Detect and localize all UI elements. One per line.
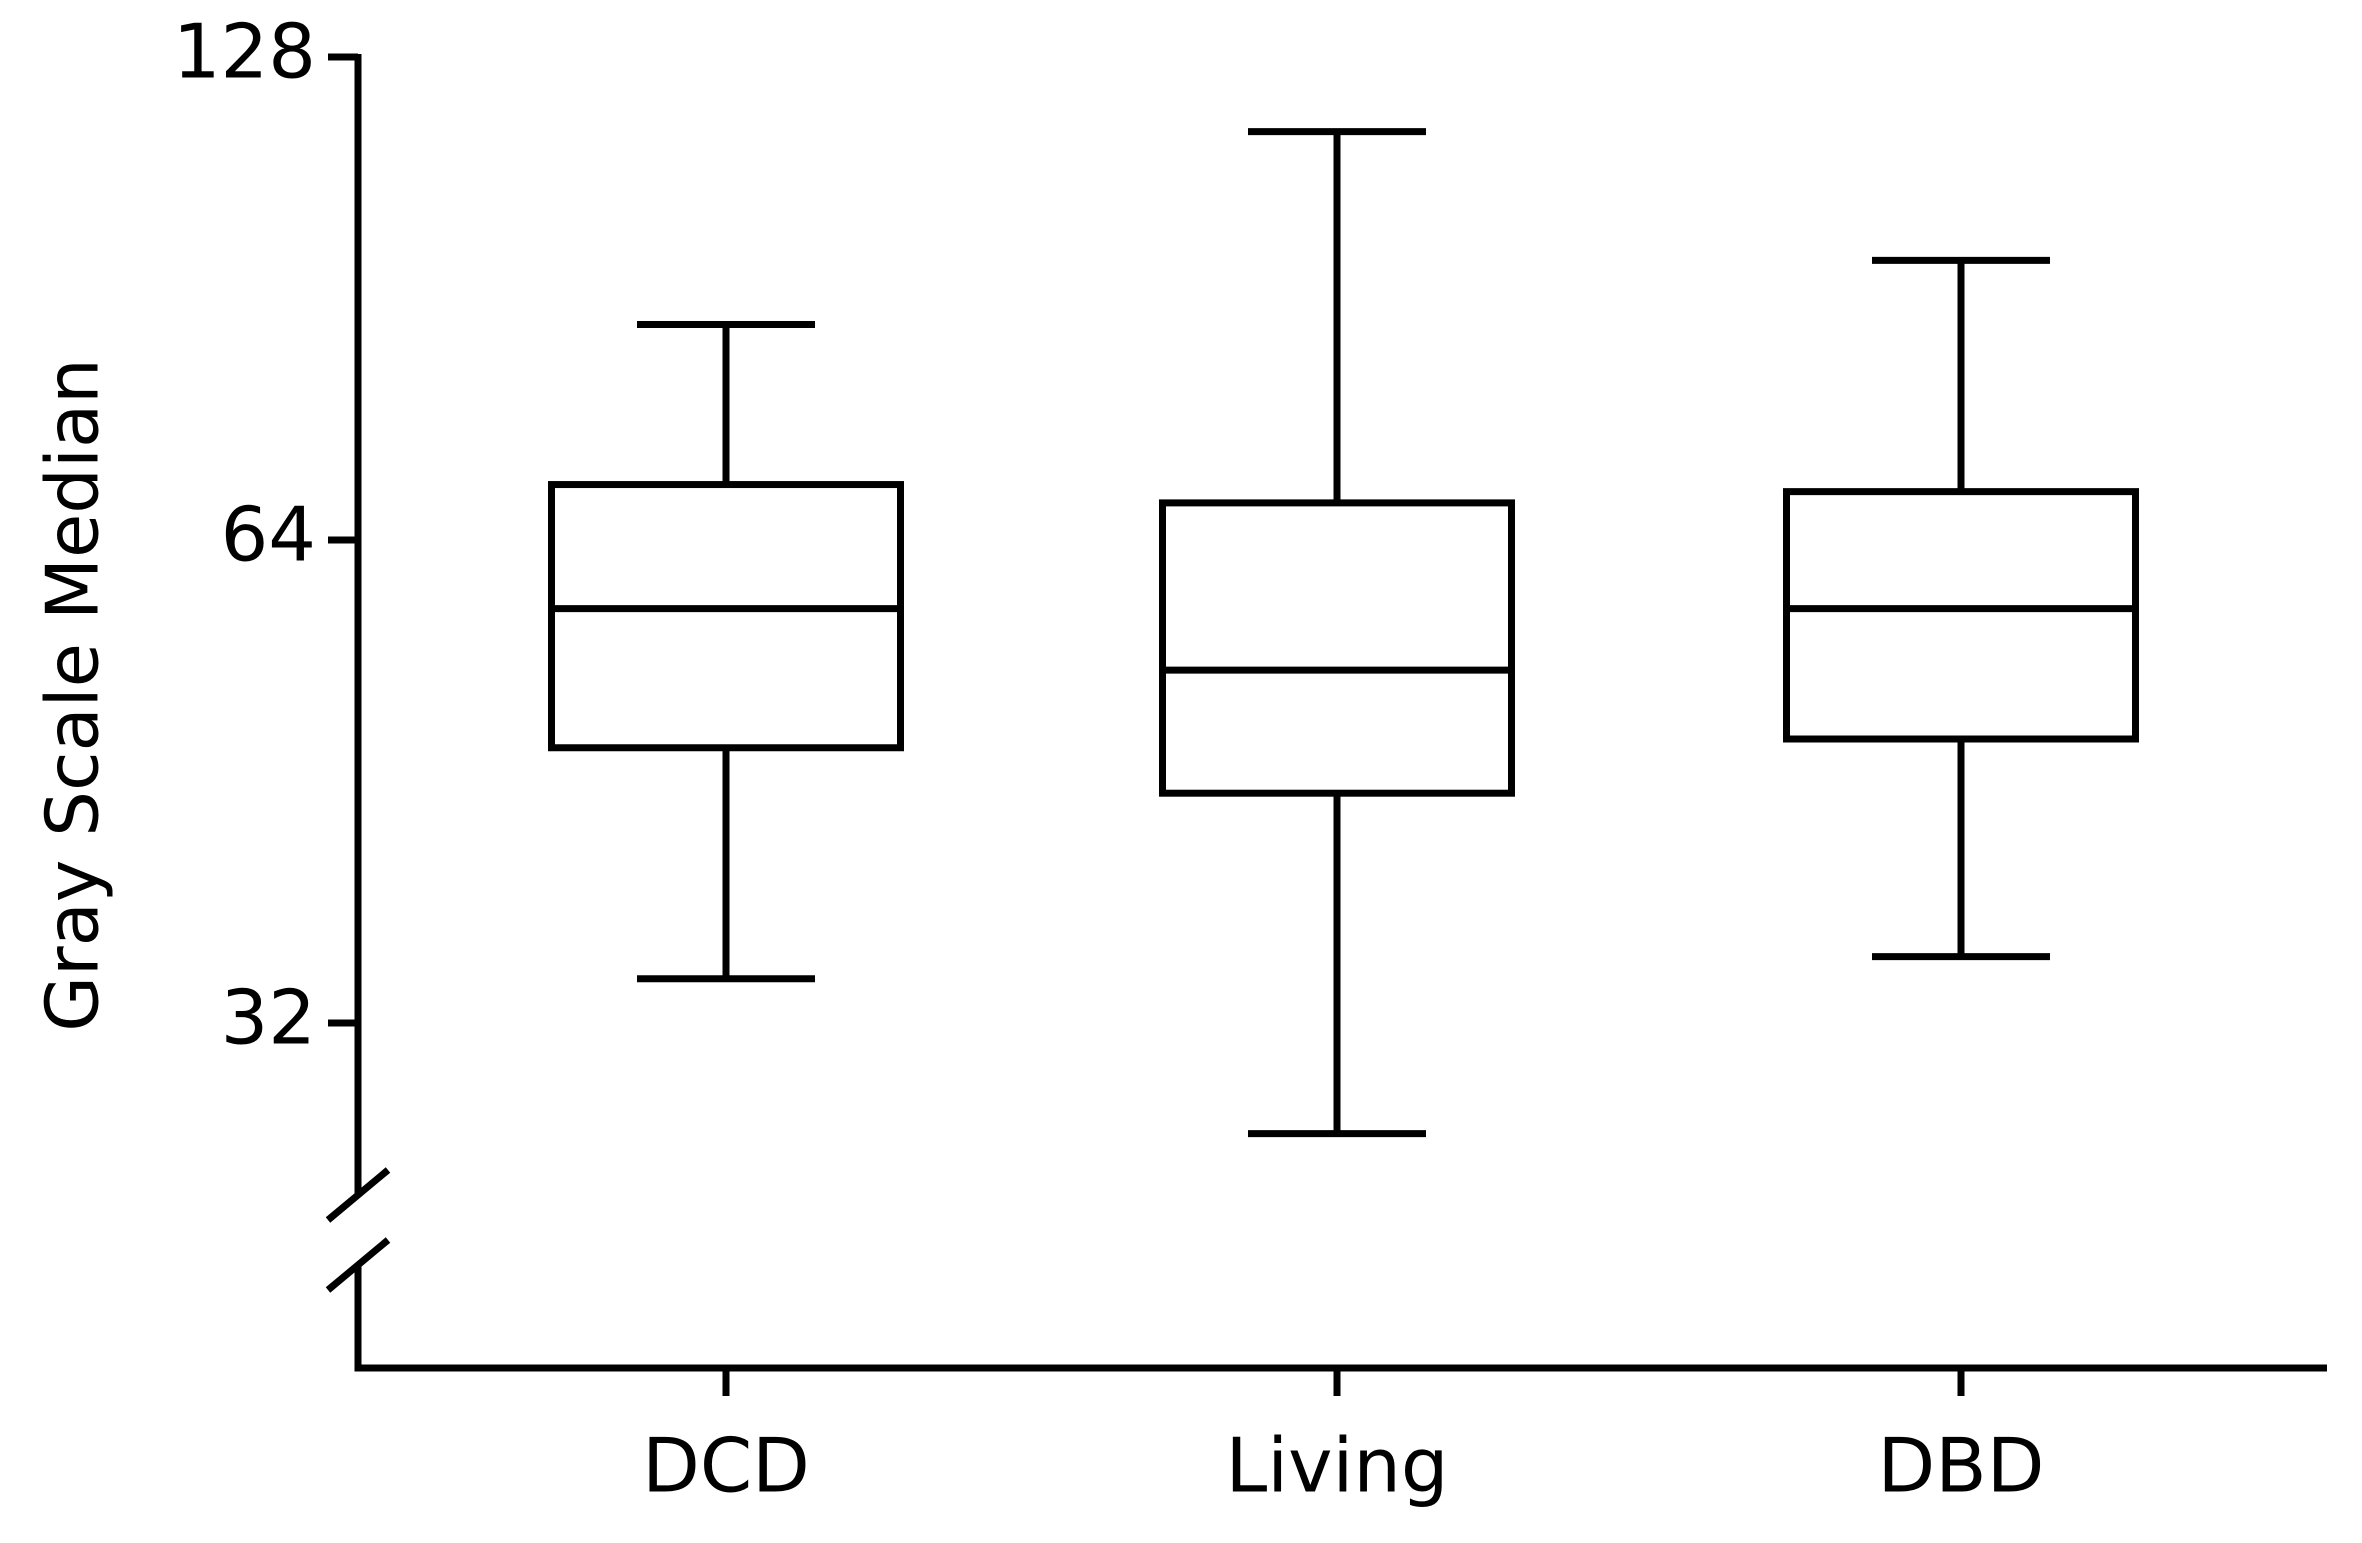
axis-break	[325, 1167, 391, 1223]
y-tick-label: 64	[221, 490, 316, 578]
box	[1159, 499, 1515, 797]
x-tick-label: DBD	[1878, 1422, 2045, 1510]
x-tick-label: DCD	[642, 1422, 810, 1510]
y-tick-label: 32	[221, 973, 316, 1061]
box	[548, 481, 904, 752]
y-axis-label: Gray Scale Median	[31, 358, 115, 1032]
y-tick-label: 128	[173, 8, 316, 96]
x-tick-label: Living	[1226, 1422, 1449, 1510]
box	[1783, 488, 2139, 743]
